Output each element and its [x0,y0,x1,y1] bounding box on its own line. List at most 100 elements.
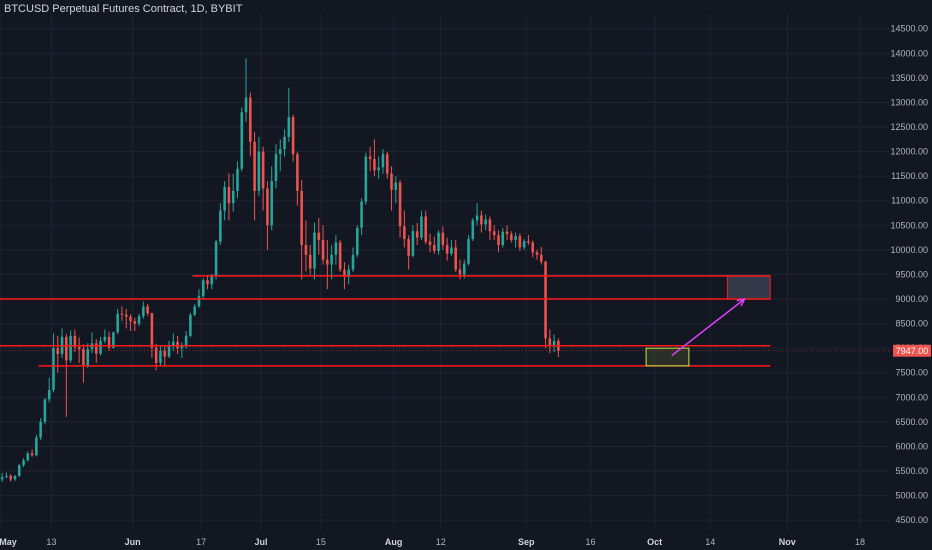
candle [484,214,487,231]
candle-body [47,389,51,400]
time-tick-label: Jun [125,537,141,547]
candle [65,333,68,417]
candle [236,161,239,199]
candle [56,335,60,373]
candle-body [142,306,145,317]
candle-body [471,220,475,240]
price-tick-label: 7500.00 [895,368,928,378]
price-tick-label: 8500.00 [895,319,928,329]
candle [129,314,132,331]
candle-body [501,231,505,245]
candle [321,225,325,265]
time-tick-label: 17 [196,537,206,547]
candle-body [30,453,34,456]
candle-body [360,201,363,228]
candle-body [249,97,252,142]
price-axis[interactable]: 4500.00 5000.00 5500.00 6000.00 6500.00 7000.… [890,24,931,525]
candle-body [210,275,214,285]
candle-body [450,247,453,254]
candle [240,107,244,172]
candle-body [150,313,154,348]
candle [373,139,376,177]
candle [159,345,162,366]
candle [390,166,393,211]
candle-body [445,244,449,254]
candle [103,329,107,344]
candle [39,417,42,441]
price-tick-label: 10000.00 [890,245,928,255]
candle [415,222,419,245]
candle-body [231,190,235,204]
candle-body [201,280,205,297]
candle-body [407,239,410,256]
candle-body [484,219,487,225]
candle-body [159,350,162,363]
candle [0,472,4,482]
target-zone-box[interactable] [726,275,771,300]
candle [13,474,17,481]
candles [0,58,560,482]
candle-body [428,241,432,245]
candle [193,303,196,317]
candle-body [43,399,47,422]
entry-zone-box[interactable] [645,347,690,367]
candle-body [467,239,470,264]
candle [471,217,475,242]
candle-body [116,313,119,333]
candle-body [552,340,556,346]
candle-body [304,244,308,255]
candle-body [197,296,201,307]
candle-body [300,190,303,245]
candle [527,235,530,245]
time-axis[interactable]: May 13 Jun 17 Jul 15 Aug 12 Sep 16 Oct 14 Nov 18 [0,537,865,547]
candle [223,181,226,221]
candle-body [480,215,483,225]
candle-body [514,236,517,241]
candle [304,220,308,272]
candle [445,237,449,261]
candle [403,210,406,248]
projection-arrow-head [736,297,746,307]
candle [206,275,209,290]
candle [227,173,231,221]
candle-body [527,241,530,243]
time-tick-label: Oct [647,537,662,547]
time-tick-label: Nov [779,537,796,547]
candle-body [163,350,167,357]
candle [394,176,398,204]
candle [86,343,89,368]
drawings[interactable] [0,275,890,367]
candle [69,330,72,363]
time-tick-label: Sep [518,537,535,547]
candle-body [5,475,8,477]
candle [407,235,410,270]
candle-body [330,254,333,265]
candle-body [338,242,342,270]
candle-body [497,235,500,245]
candle-body [154,347,158,363]
price-tick-label: 13500.00 [890,73,928,83]
candle-body [505,231,509,235]
candle [437,230,440,255]
candle [539,246,543,265]
candle [43,398,47,425]
candle-body [373,158,376,171]
projection-arrow[interactable] [671,298,745,357]
candle [514,232,517,248]
candle-body [227,186,231,204]
candle [535,249,539,260]
candle [180,342,184,358]
candle-body [296,154,299,191]
candle [35,434,38,457]
candle [82,344,85,383]
candle [150,312,154,358]
price-tick-label: 10500.00 [890,220,928,230]
candle-body [510,234,513,241]
price-tick-label: 14000.00 [890,48,928,58]
candle-body [189,314,192,336]
candle-body [518,236,522,248]
candle [167,340,171,358]
candle [377,156,380,179]
candle [253,131,256,221]
